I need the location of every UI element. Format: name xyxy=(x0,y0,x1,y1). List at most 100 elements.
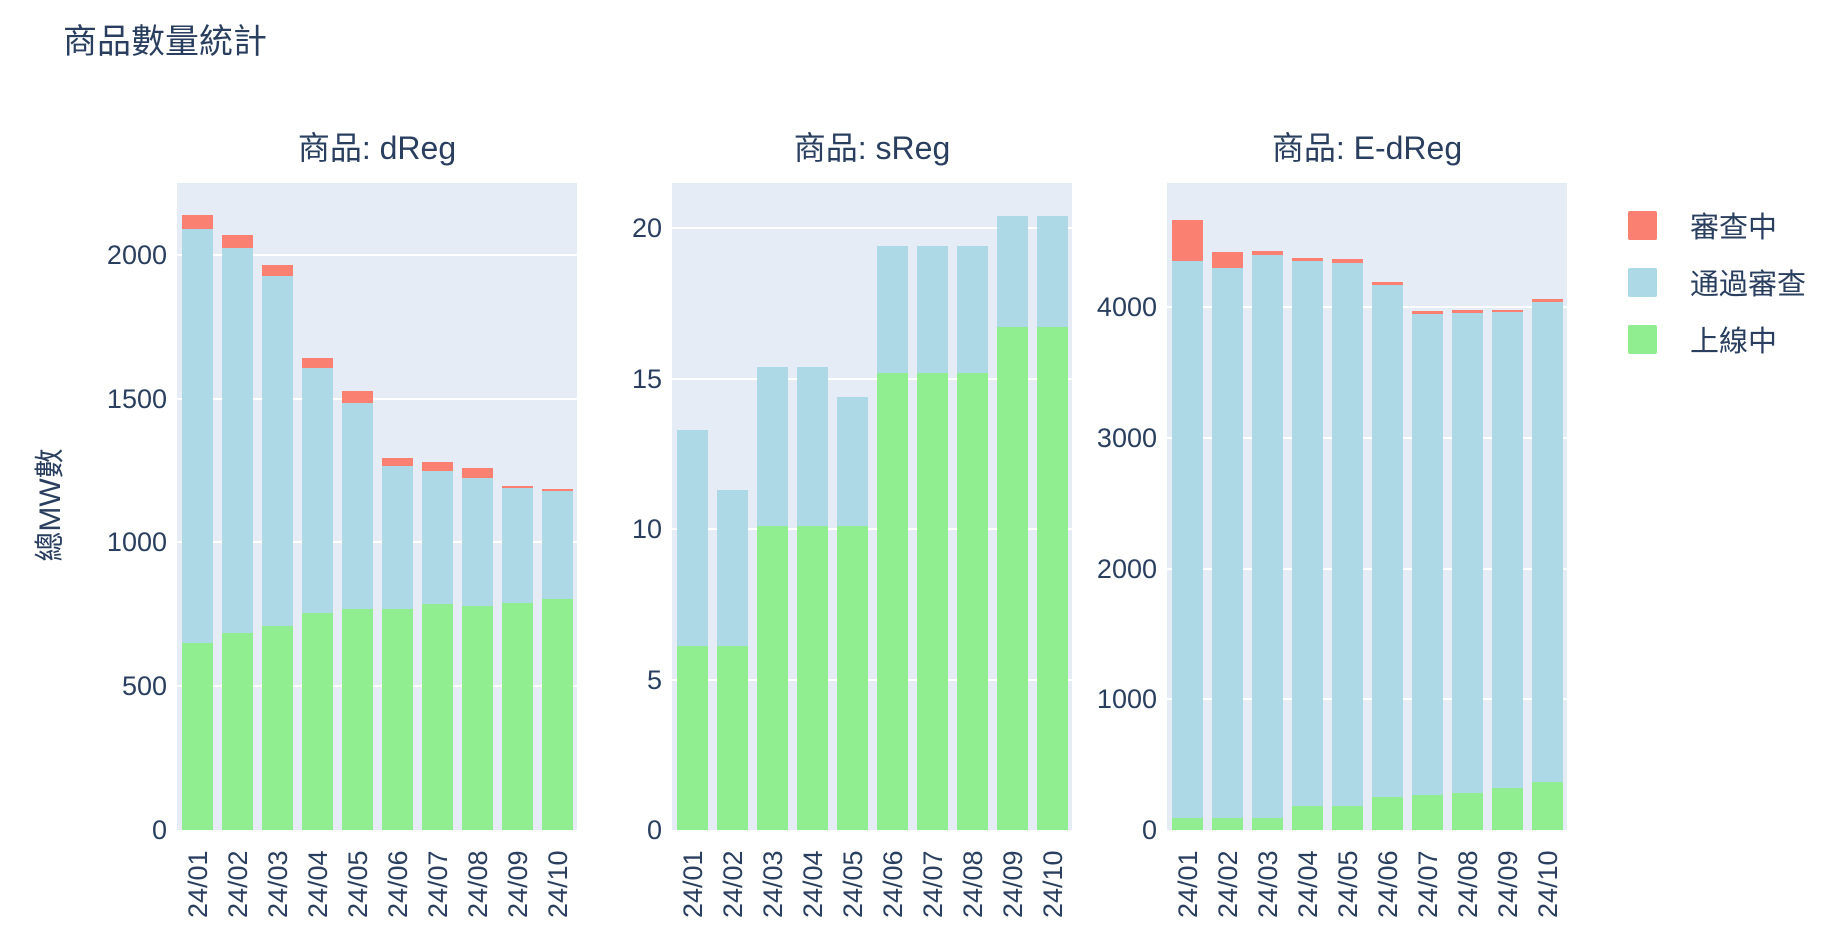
bar-segment-通過審查[interactable] xyxy=(1371,284,1403,798)
bar-segment-上線中[interactable] xyxy=(756,526,788,830)
bar-segment-上線中[interactable] xyxy=(676,646,708,830)
legend-item-通過審查[interactable]: 通過審查 xyxy=(1628,261,1806,303)
bar-segment-通過審查[interactable] xyxy=(421,470,453,605)
bar-segment-上線中[interactable] xyxy=(836,526,868,830)
bar-segment-上線中[interactable] xyxy=(1251,817,1283,830)
bar-segment-審查中[interactable] xyxy=(1331,259,1363,263)
x-tick-label: 24/04 xyxy=(303,850,333,918)
bar-segment-上線中[interactable] xyxy=(1291,806,1323,830)
bar-segment-通過審查[interactable] xyxy=(796,366,828,527)
bar-segment-通過審查[interactable] xyxy=(1211,267,1243,819)
bar-segment-通過審查[interactable] xyxy=(1171,261,1203,819)
bar-segment-上線中[interactable] xyxy=(716,646,748,830)
bar-segment-通過審查[interactable] xyxy=(541,490,573,599)
bar-segment-通過審查[interactable] xyxy=(501,487,533,603)
bar-segment-上線中[interactable] xyxy=(1171,818,1203,830)
bar-segment-通過審查[interactable] xyxy=(956,246,988,373)
bar-segment-審查中[interactable] xyxy=(1451,310,1483,314)
legend-item-上線中[interactable]: 上線中 xyxy=(1628,318,1806,360)
bar-segment-上線中[interactable] xyxy=(181,643,213,830)
bar-segment-審查中[interactable] xyxy=(341,391,373,403)
bar-segment-上線中[interactable] xyxy=(1451,792,1483,830)
bar-segment-審查中[interactable] xyxy=(1251,250,1283,255)
bar-segment-審查中[interactable] xyxy=(381,457,413,467)
bar-segment-上線中[interactable] xyxy=(381,608,413,830)
bar-segment-上線中[interactable] xyxy=(876,372,908,830)
bar-segment-審查中[interactable] xyxy=(301,358,333,369)
bar-segment-通過審查[interactable] xyxy=(996,216,1028,328)
legend-swatch-icon xyxy=(1628,210,1657,240)
bar-segment-上線中[interactable] xyxy=(956,372,988,830)
bar-segment-通過審查[interactable] xyxy=(1491,312,1523,789)
bar-segment-通過審查[interactable] xyxy=(1251,254,1283,818)
bar-segment-上線中[interactable] xyxy=(796,526,828,830)
bar-segment-通過審查[interactable] xyxy=(461,477,493,606)
bar-segment-上線中[interactable] xyxy=(1411,794,1443,830)
plot-area[interactable] xyxy=(672,183,1072,830)
bar-segment-通過審查[interactable] xyxy=(916,246,948,373)
x-tick-label: 24/03 xyxy=(263,850,293,918)
bar-segment-審查中[interactable] xyxy=(1371,281,1403,285)
subplot-3: 商品: E-dReg 0 1000 2000 3000 4000 24/01 24/02 24/… xyxy=(1097,130,1567,918)
bar-segment-審查中[interactable] xyxy=(1531,299,1563,302)
bar-segment-審查中[interactable] xyxy=(541,489,573,491)
bar-segment-上線中[interactable] xyxy=(421,604,453,830)
bar-segment-通過審查[interactable] xyxy=(301,368,333,613)
bar-segment-通過審查[interactable] xyxy=(1411,313,1443,795)
x-tick-label: 24/01 xyxy=(183,850,213,918)
bar-segment-通過審查[interactable] xyxy=(1291,261,1323,807)
bar-segment-通過審查[interactable] xyxy=(1451,313,1483,793)
bar-segment-上線中[interactable] xyxy=(996,327,1028,830)
bar-segment-通過審查[interactable] xyxy=(756,366,788,527)
bar-segment-審查中[interactable] xyxy=(1171,219,1203,262)
bar-segment-審查中[interactable] xyxy=(221,234,253,248)
bar-segment-上線中[interactable] xyxy=(461,605,493,830)
bar-segment-審查中[interactable] xyxy=(1211,252,1243,268)
bar-segment-通過審查[interactable] xyxy=(381,466,413,609)
bar-segment-通過審查[interactable] xyxy=(1036,216,1068,328)
bar-segment-通過審查[interactable] xyxy=(1531,301,1563,783)
bar-segment-上線中[interactable] xyxy=(301,612,333,830)
gridline xyxy=(672,678,1072,681)
bar-segment-上線中[interactable] xyxy=(261,625,293,830)
legend-label: 上線中 xyxy=(1690,326,1778,358)
x-tick-label: 24/02 xyxy=(1213,850,1243,918)
bar-segment-通過審查[interactable] xyxy=(341,403,373,609)
plot-area[interactable] xyxy=(1167,183,1567,830)
y-tick-label: 15 xyxy=(631,363,662,394)
bar-segment-審查中[interactable] xyxy=(1291,258,1323,262)
bar-segment-上線中[interactable] xyxy=(1331,805,1363,830)
bar-segment-上線中[interactable] xyxy=(916,372,948,830)
x-tick-label: 24/10 xyxy=(543,850,573,918)
bar-segment-審查中[interactable] xyxy=(181,214,213,230)
legend-item-審查中[interactable]: 審查中 xyxy=(1628,204,1806,246)
plot-area[interactable] xyxy=(177,183,577,830)
y-tick-label: 3000 xyxy=(1096,422,1157,453)
x-tick-label: 24/05 xyxy=(343,850,373,918)
bar-segment-審查中[interactable] xyxy=(1491,309,1523,313)
bar-segment-通過審查[interactable] xyxy=(876,246,908,373)
bar-segment-通過審查[interactable] xyxy=(1331,262,1363,806)
bar-segment-上線中[interactable] xyxy=(541,598,573,830)
bar-segment-通過審查[interactable] xyxy=(181,229,213,644)
bar-segment-上線中[interactable] xyxy=(341,608,373,830)
bar-segment-通過審查[interactable] xyxy=(221,247,253,634)
bar-segment-通過審查[interactable] xyxy=(676,429,708,647)
bar-segment-通過審查[interactable] xyxy=(836,396,868,527)
x-tick-label: 24/05 xyxy=(1333,850,1363,918)
bar-segment-上線中[interactable] xyxy=(1491,788,1523,830)
bar-segment-審查中[interactable] xyxy=(461,467,493,478)
bar-segment-通過審查[interactable] xyxy=(261,276,293,626)
bar-segment-上線中[interactable] xyxy=(1211,818,1243,830)
bar-segment-上線中[interactable] xyxy=(501,602,533,830)
bar-segment-審查中[interactable] xyxy=(1411,311,1443,314)
bar-segment-上線中[interactable] xyxy=(1371,797,1403,830)
bar-segment-通過審查[interactable] xyxy=(716,489,748,647)
bar-segment-審查中[interactable] xyxy=(501,486,533,488)
bar-segment-審查中[interactable] xyxy=(421,461,453,471)
bar-segment-上線中[interactable] xyxy=(1036,327,1068,830)
bar-segment-上線中[interactable] xyxy=(221,633,253,830)
x-tick-label: 24/07 xyxy=(1413,850,1443,918)
bar-segment-上線中[interactable] xyxy=(1531,782,1563,830)
bar-segment-審查中[interactable] xyxy=(261,264,293,277)
